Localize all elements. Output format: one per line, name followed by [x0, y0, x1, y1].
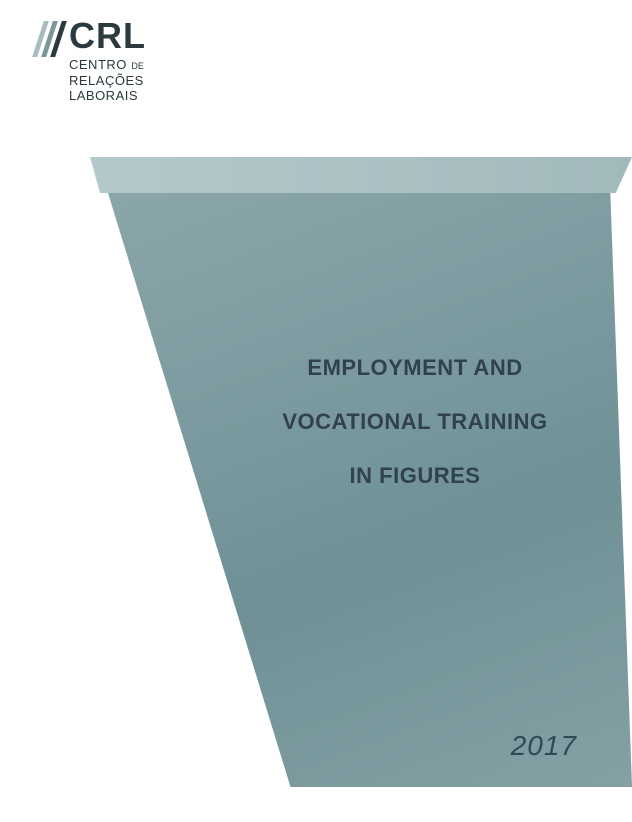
cover-title-line-1: EMPLOYMENT AND: [248, 355, 582, 381]
logo-subtitle-word-1: CENTRO: [69, 57, 127, 72]
logo-acronym: CRL: [69, 18, 146, 54]
cover-title-line-2: VOCATIONAL TRAINING: [248, 409, 582, 435]
cover-title-line-3: IN FIGURES: [248, 463, 582, 489]
decorative-main-shape: [90, 193, 632, 787]
cover-title: EMPLOYMENT AND VOCATIONAL TRAINING IN FI…: [248, 355, 582, 489]
decorative-top-bar: [90, 157, 632, 193]
logo-text: CRL CENTRO DE RELAÇÕES LABORAIS: [69, 18, 146, 104]
logo-subtitle: CENTRO DE RELAÇÕES LABORAIS: [69, 56, 146, 104]
logo-subtitle-line-2: RELAÇÕES: [69, 74, 146, 89]
cover-year: 2017: [511, 730, 577, 762]
logo-bars-icon: [38, 18, 61, 57]
logo-subtitle-line-1: CENTRO DE: [69, 56, 146, 74]
logo-subtitle-word-2: DE: [131, 61, 144, 71]
logo-subtitle-line-3: LABORAIS: [69, 89, 146, 104]
logo: CRL CENTRO DE RELAÇÕES LABORAIS: [38, 18, 146, 104]
